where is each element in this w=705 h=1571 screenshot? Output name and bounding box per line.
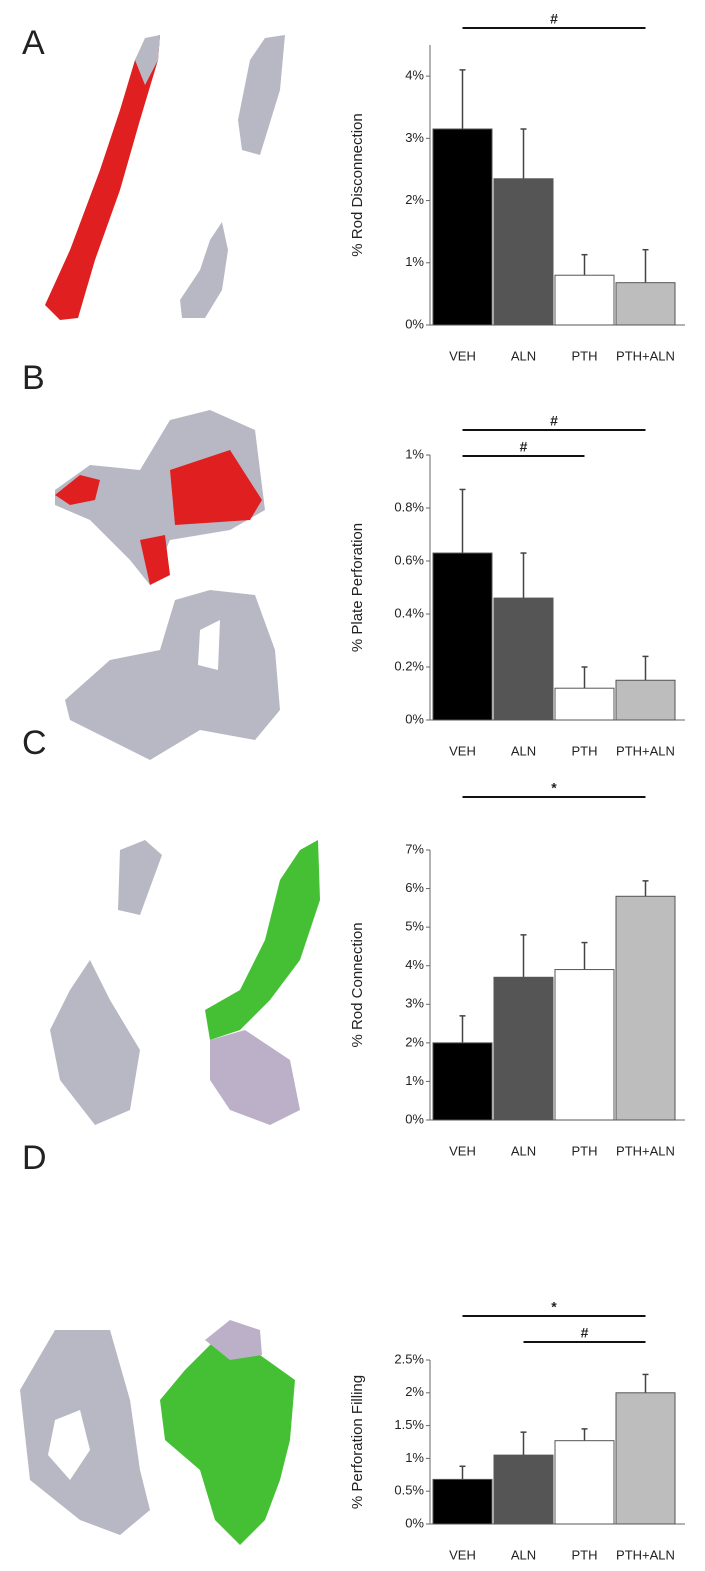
y-tick-label: 2% [405, 1034, 424, 1049]
x-tick-label: ALN [511, 1547, 536, 1562]
y-tick-label: 0% [405, 711, 424, 726]
x-tick-label: PTH+ALN [616, 1143, 675, 1158]
rod-grey [118, 840, 162, 915]
bar [555, 970, 614, 1120]
y-tick-label: 6% [405, 880, 424, 895]
y-tick-label: 2.5% [394, 1351, 424, 1366]
bar [616, 680, 675, 720]
figure: A % Rod Disconnection 0% 1% 2% 3% 4% VEH ALN PTH P… [0, 0, 705, 1566]
illustrations [20, 35, 320, 1545]
y-tick-label: 1% [405, 1073, 424, 1088]
x-tick-label: VEH [449, 1143, 476, 1158]
panel-label: D [22, 1139, 47, 1177]
bar [433, 553, 492, 720]
panel-label: C [22, 724, 47, 762]
bar [616, 1393, 675, 1524]
x-tick-label: VEH [449, 348, 476, 363]
x-tick-label: PTH [572, 348, 598, 363]
y-tick-label: 1% [405, 446, 424, 461]
y-axis-label: % Rod Disconnection [349, 113, 366, 256]
y-tick-label: 0.2% [394, 658, 424, 673]
bar [494, 1455, 553, 1524]
y-tick-label: 2% [405, 1384, 424, 1399]
x-tick-label: VEH [449, 1547, 476, 1562]
y-tick-label: 1.5% [394, 1417, 424, 1432]
panel-label: B [22, 359, 45, 397]
y-tick-label: 1% [405, 254, 424, 269]
bar [555, 1441, 614, 1524]
plate-grey [65, 590, 280, 760]
plate-green [160, 1340, 295, 1545]
y-tick-label: 3% [405, 996, 424, 1011]
x-tick-label: PTH+ALN [616, 1547, 675, 1562]
y-tick-label: 4% [405, 957, 424, 972]
bar [433, 129, 492, 325]
x-tick-label: PTH [572, 1143, 598, 1158]
y-tick-label: 0% [405, 1111, 424, 1126]
significance-label: # [581, 1325, 589, 1341]
x-tick-label: PTH [572, 743, 598, 758]
rod-grey [180, 222, 228, 318]
y-tick-label: 5% [405, 919, 424, 934]
y-axis-label: % Rod Connection [349, 922, 366, 1047]
bar [433, 1479, 492, 1524]
y-tick-label: 4% [405, 68, 424, 83]
bar [555, 275, 614, 325]
rod-grey [238, 35, 285, 155]
rod-green [205, 840, 320, 1040]
x-tick-label: ALN [511, 1143, 536, 1158]
y-tick-label: 2% [405, 192, 424, 207]
bar [555, 688, 614, 720]
y-axis-label: % Plate Perforation [349, 523, 366, 652]
y-tick-label: 0.4% [394, 605, 424, 620]
bar [494, 598, 553, 720]
significance-label: # [550, 413, 558, 429]
rod-grey [50, 960, 140, 1125]
y-tick-label: 3% [405, 130, 424, 145]
significance-label: * [551, 1299, 557, 1315]
rod-grey [210, 1030, 300, 1125]
y-tick-label: 0.8% [394, 499, 424, 514]
bar [616, 283, 675, 325]
significance-label: # [520, 439, 528, 455]
x-tick-label: ALN [511, 743, 536, 758]
y-tick-label: 0.5% [394, 1483, 424, 1498]
y-axis-label: % Perforation Filling [349, 1375, 366, 1509]
bar [616, 896, 675, 1120]
x-tick-label: PTH+ALN [616, 348, 675, 363]
x-tick-label: PTH+ALN [616, 743, 675, 758]
y-tick-label: 0% [405, 316, 424, 331]
y-tick-label: 7% [405, 841, 424, 856]
x-tick-label: PTH [572, 1547, 598, 1562]
panel-label: A [22, 24, 45, 62]
y-tick-label: 0% [405, 1515, 424, 1530]
y-tick-label: 0.6% [394, 552, 424, 567]
x-tick-label: ALN [511, 348, 536, 363]
bar [494, 179, 553, 325]
significance-label: # [550, 11, 558, 27]
x-tick-label: VEH [449, 743, 476, 758]
bar [494, 977, 553, 1120]
y-tick-label: 1% [405, 1450, 424, 1465]
bar [433, 1043, 492, 1120]
significance-label: * [551, 780, 557, 796]
